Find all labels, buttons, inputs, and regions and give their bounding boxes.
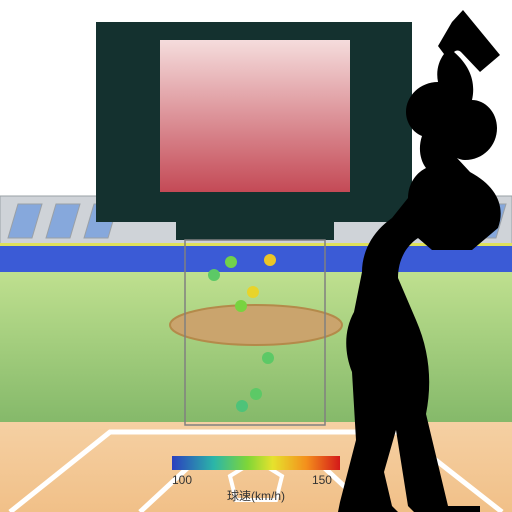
- pitch-marker: [236, 400, 248, 412]
- scoreboard-panel: [160, 40, 350, 192]
- pitchers-mound: [170, 305, 342, 345]
- pitch-location-diagram: 100 150 球速(km/h): [0, 0, 512, 512]
- speed-legend-bar: [172, 456, 340, 470]
- pitch-marker: [264, 254, 276, 266]
- legend-tick: 100: [172, 473, 192, 487]
- pitch-marker: [225, 256, 237, 268]
- pitch-marker: [247, 286, 259, 298]
- pitch-marker: [235, 300, 247, 312]
- scene-svg: 100 150 球速(km/h): [0, 0, 512, 512]
- legend-label: 球速(km/h): [227, 489, 285, 503]
- pitch-marker: [250, 388, 262, 400]
- legend-tick: 150: [312, 473, 332, 487]
- pitch-marker: [262, 352, 274, 364]
- pitch-marker: [208, 269, 220, 281]
